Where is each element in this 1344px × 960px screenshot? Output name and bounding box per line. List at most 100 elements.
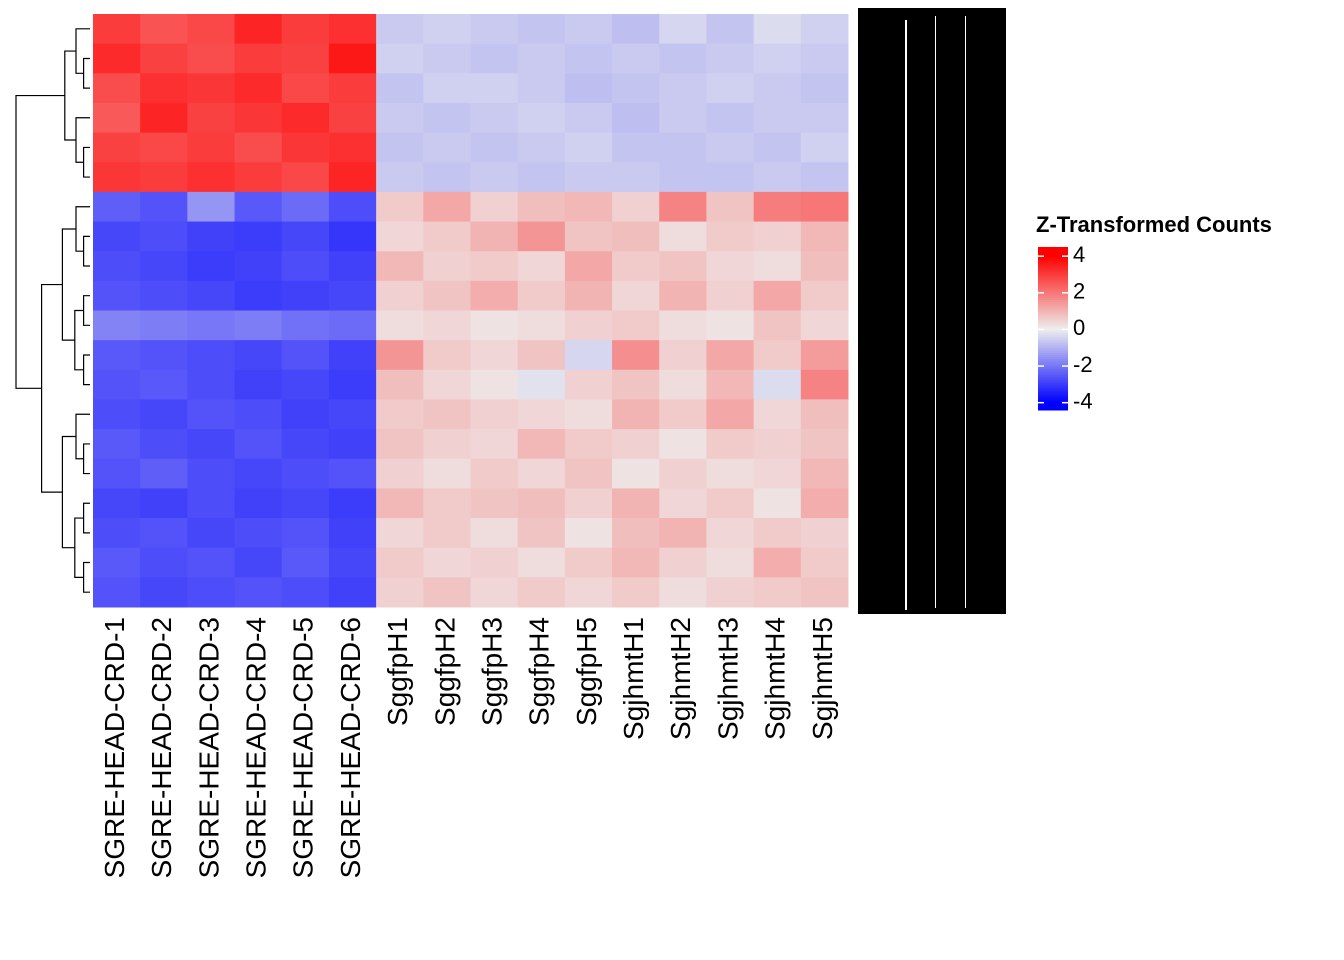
- dendrogram-branch: [41, 283, 63, 493]
- heatmap-cell: [328, 132, 377, 163]
- heatmap-cell: [328, 43, 377, 74]
- colorbar-segment: [1038, 385, 1068, 389]
- heatmap-cell: [187, 221, 236, 252]
- heatmap-cell: [187, 251, 236, 282]
- heatmap-cell: [753, 577, 802, 608]
- heatmap-cell: [517, 547, 566, 578]
- colorbar-segment: [1038, 287, 1068, 291]
- heatmap-cell: [93, 191, 141, 223]
- heatmap-cell: [423, 340, 471, 371]
- colorbar-segment: [1038, 253, 1068, 256]
- colorbar-segment: [1038, 363, 1068, 366]
- heatmap-cell: [140, 162, 188, 193]
- colorbar-tick-label: -4: [1073, 388, 1093, 413]
- heatmap-cell: [281, 310, 330, 341]
- heatmap-cell: [376, 162, 424, 193]
- heatmap-cell: [517, 191, 566, 223]
- colorbar-segment: [1038, 261, 1068, 264]
- heatmap-cell: [376, 369, 424, 400]
- heatmap-cell: [659, 251, 707, 282]
- heatmap-cell: [800, 429, 849, 460]
- colorbar-tick-label: 0: [1073, 315, 1085, 340]
- heatmap-cell: [423, 73, 471, 104]
- heatmap-cell: [328, 162, 377, 193]
- colorbar-segment: [1038, 293, 1068, 297]
- heatmap-cell: [423, 43, 471, 74]
- heatmap-cell: [281, 43, 330, 74]
- heatmap-cell: [140, 251, 188, 282]
- colorbar-segment: [1038, 326, 1068, 329]
- heatmap-cell: [93, 488, 141, 519]
- heatmap-cell: [753, 191, 802, 223]
- heatmap-cell: [706, 429, 755, 460]
- heatmap-cell: [423, 221, 471, 252]
- heatmap-cell: [753, 518, 802, 549]
- colorbar-segment: [1038, 361, 1068, 364]
- heatmap-cell: [659, 310, 707, 341]
- heatmap-cell: [93, 162, 141, 193]
- heatmap-cell: [706, 73, 755, 104]
- heatmap-cell: [281, 191, 330, 223]
- heatmap-cell: [753, 280, 802, 311]
- heatmap-cell: [800, 310, 849, 341]
- row-labels-gap: [965, 16, 966, 608]
- heatmap-cell: [423, 429, 471, 460]
- heatmap-cell: [93, 221, 141, 252]
- colorbar-segment: [1038, 330, 1068, 334]
- heatmap-cell: [234, 73, 283, 104]
- colorbar-segment: [1038, 249, 1068, 252]
- heatmap-cell: [140, 577, 188, 608]
- heatmap-cell: [612, 399, 660, 430]
- heatmap-cell: [93, 547, 141, 578]
- heatmap-cell: [564, 340, 613, 371]
- heatmap-cell: [564, 369, 613, 400]
- heatmap-cell: [328, 251, 377, 282]
- dendrogram-branch: [64, 50, 76, 141]
- heatmap-cell: [423, 577, 471, 608]
- heatmap-cell: [659, 547, 707, 578]
- heatmap-cell: [93, 577, 141, 608]
- heatmap-cell: [659, 369, 707, 400]
- heatmap-cell: [706, 369, 755, 400]
- colorbar-segment: [1038, 265, 1068, 268]
- colorbar-segment: [1038, 283, 1068, 287]
- heatmap-cell: [187, 132, 236, 163]
- heatmap-cell: [564, 251, 613, 282]
- heatmap-cell: [140, 429, 188, 460]
- colorbar-segment: [1038, 314, 1068, 317]
- heatmap-cell: [423, 251, 471, 282]
- heatmap-cell: [376, 340, 424, 371]
- heatmap-cell: [281, 458, 330, 489]
- heatmap-cell: [470, 221, 519, 252]
- heatmap-cell: [706, 280, 755, 311]
- heatmap-cell: [281, 280, 330, 311]
- heatmap-cell: [564, 399, 613, 430]
- heatmap-cell: [800, 369, 849, 400]
- heatmap-cell: [328, 399, 377, 430]
- colorbar-segment: [1038, 318, 1068, 321]
- heatmap-cell: [659, 399, 707, 430]
- column-label: SgjhmtH4: [760, 617, 791, 740]
- heatmap-cell: [706, 162, 755, 193]
- heatmap-cell: [234, 458, 283, 489]
- heatmap-cell: [517, 340, 566, 371]
- colorbar-segment: [1038, 295, 1068, 299]
- heatmap-cell: [517, 43, 566, 74]
- heatmap-cell: [659, 458, 707, 489]
- heatmap-cell: [706, 518, 755, 549]
- heatmap-cell: [659, 191, 707, 223]
- heatmap-cell: [376, 191, 424, 223]
- heatmap-cell: [659, 132, 707, 163]
- heatmap-cell: [706, 310, 755, 341]
- heatmap-cell: [328, 458, 377, 489]
- heatmap-cell: [612, 73, 660, 104]
- heatmap-cell: [753, 369, 802, 400]
- colorbar-segment: [1038, 336, 1068, 340]
- colorbar-segment: [1038, 334, 1068, 338]
- heatmap-cell: [93, 518, 141, 549]
- colorbar-segment: [1038, 393, 1068, 397]
- heatmap-cell: [93, 429, 141, 460]
- heatmap-cell: [706, 458, 755, 489]
- heatmap-cell: [140, 488, 188, 519]
- heatmap-cell: [376, 43, 424, 74]
